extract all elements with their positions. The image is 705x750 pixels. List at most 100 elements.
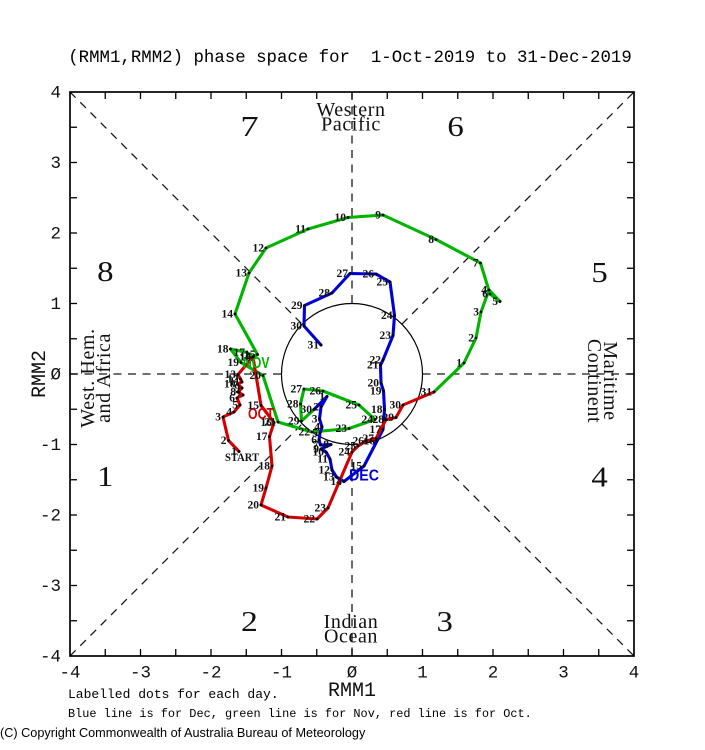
svg-text:11: 11 bbox=[295, 224, 306, 236]
svg-text:16: 16 bbox=[364, 436, 376, 448]
svg-text:15: 15 bbox=[248, 400, 260, 412]
svg-text:16: 16 bbox=[261, 417, 273, 429]
svg-text:5: 5 bbox=[312, 428, 318, 440]
svg-text:11: 11 bbox=[317, 454, 328, 466]
svg-text:25: 25 bbox=[346, 400, 358, 412]
svg-text:4: 4 bbox=[50, 84, 61, 104]
svg-text:9: 9 bbox=[375, 210, 381, 222]
svg-text:23: 23 bbox=[315, 503, 327, 515]
svg-text:4: 4 bbox=[629, 664, 640, 684]
svg-text:17: 17 bbox=[256, 431, 268, 443]
svg-text:17: 17 bbox=[370, 424, 382, 436]
svg-text:6: 6 bbox=[447, 111, 463, 143]
svg-text:18: 18 bbox=[217, 344, 229, 356]
svg-text:12: 12 bbox=[253, 243, 265, 255]
svg-text:14: 14 bbox=[240, 352, 252, 364]
svg-text:3: 3 bbox=[437, 606, 453, 638]
svg-text:23: 23 bbox=[380, 330, 392, 342]
svg-text:20: 20 bbox=[248, 500, 260, 512]
svg-text:19: 19 bbox=[370, 386, 382, 398]
svg-text:20: 20 bbox=[368, 378, 380, 390]
svg-text:13: 13 bbox=[323, 472, 335, 484]
svg-text:27: 27 bbox=[337, 268, 349, 280]
svg-text:START: START bbox=[225, 452, 259, 464]
svg-text:22: 22 bbox=[299, 427, 311, 439]
svg-text:10: 10 bbox=[335, 212, 347, 224]
svg-text:Ocean: Ocean bbox=[324, 626, 378, 648]
svg-text:7: 7 bbox=[313, 440, 319, 452]
svg-text:3: 3 bbox=[558, 664, 569, 684]
svg-text:3: 3 bbox=[215, 412, 221, 424]
svg-text:5: 5 bbox=[492, 296, 498, 308]
svg-text:3: 3 bbox=[473, 307, 479, 319]
svg-text:Western: Western bbox=[316, 99, 385, 121]
svg-text:RMM2: RMM2 bbox=[29, 350, 52, 398]
svg-text:26: 26 bbox=[363, 269, 375, 281]
svg-text:8: 8 bbox=[323, 439, 329, 451]
svg-text:18: 18 bbox=[259, 461, 271, 473]
svg-text:27: 27 bbox=[291, 384, 303, 396]
svg-text:-2: -2 bbox=[200, 664, 221, 684]
svg-text:19: 19 bbox=[253, 483, 265, 495]
svg-text:-4: -4 bbox=[40, 648, 61, 668]
svg-text:12: 12 bbox=[319, 465, 331, 477]
svg-text:-3: -3 bbox=[130, 664, 151, 684]
svg-text:1: 1 bbox=[50, 295, 61, 315]
svg-text:13: 13 bbox=[225, 369, 237, 381]
svg-text:23: 23 bbox=[336, 423, 348, 435]
svg-text:2: 2 bbox=[313, 402, 319, 414]
svg-text:Ø: Ø bbox=[50, 366, 61, 386]
svg-text:3: 3 bbox=[50, 154, 61, 174]
svg-text:15: 15 bbox=[351, 461, 363, 473]
svg-text:7: 7 bbox=[240, 112, 258, 143]
svg-text:21: 21 bbox=[275, 512, 287, 524]
svg-text:29: 29 bbox=[288, 416, 300, 428]
svg-text:15: 15 bbox=[244, 349, 256, 361]
svg-text:and Africa: and Africa bbox=[93, 333, 115, 423]
svg-text:24: 24 bbox=[339, 447, 351, 459]
svg-text:6: 6 bbox=[229, 393, 235, 405]
svg-text:26: 26 bbox=[310, 386, 322, 398]
svg-text:-3: -3 bbox=[40, 577, 61, 597]
svg-text:30: 30 bbox=[291, 321, 303, 333]
svg-text:2: 2 bbox=[488, 664, 499, 684]
svg-text:2: 2 bbox=[468, 333, 474, 345]
svg-text:19: 19 bbox=[228, 357, 240, 369]
svg-text:11: 11 bbox=[229, 377, 240, 389]
svg-text:DEC: DEC bbox=[349, 468, 379, 485]
svg-text:29: 29 bbox=[383, 412, 395, 424]
svg-text:31: 31 bbox=[308, 340, 320, 352]
svg-text:2: 2 bbox=[221, 435, 227, 447]
svg-text:14: 14 bbox=[331, 476, 343, 488]
svg-text:4: 4 bbox=[226, 407, 232, 419]
svg-text:Indian: Indian bbox=[324, 611, 379, 633]
svg-text:31: 31 bbox=[421, 387, 433, 399]
svg-text:1: 1 bbox=[319, 391, 325, 403]
svg-text:Continent: Continent bbox=[583, 339, 605, 423]
svg-text:29: 29 bbox=[291, 300, 303, 312]
svg-text:24: 24 bbox=[362, 414, 374, 426]
svg-text:28: 28 bbox=[373, 414, 385, 426]
svg-text:4: 4 bbox=[591, 461, 607, 493]
svg-text:25: 25 bbox=[377, 277, 389, 289]
svg-text:West. Hem.: West. Hem. bbox=[77, 328, 99, 427]
svg-text:-1: -1 bbox=[271, 664, 292, 684]
svg-text:28: 28 bbox=[287, 399, 299, 411]
svg-text:Ø: Ø bbox=[347, 664, 358, 684]
svg-text:21: 21 bbox=[367, 360, 379, 372]
svg-text:25: 25 bbox=[345, 441, 357, 453]
svg-text:21: 21 bbox=[265, 417, 277, 429]
svg-text:20: 20 bbox=[250, 370, 262, 382]
svg-text:1: 1 bbox=[97, 461, 113, 493]
svg-text:5: 5 bbox=[591, 257, 607, 289]
svg-text:8: 8 bbox=[97, 256, 113, 288]
svg-text:2: 2 bbox=[50, 225, 61, 245]
svg-text:22: 22 bbox=[304, 514, 316, 526]
svg-text:7: 7 bbox=[473, 258, 479, 270]
svg-text:4: 4 bbox=[314, 422, 320, 434]
svg-text:7: 7 bbox=[235, 390, 241, 402]
svg-text:4: 4 bbox=[481, 285, 487, 297]
svg-text:17: 17 bbox=[234, 347, 246, 359]
svg-text:6: 6 bbox=[311, 435, 317, 447]
svg-text:10: 10 bbox=[224, 379, 236, 391]
